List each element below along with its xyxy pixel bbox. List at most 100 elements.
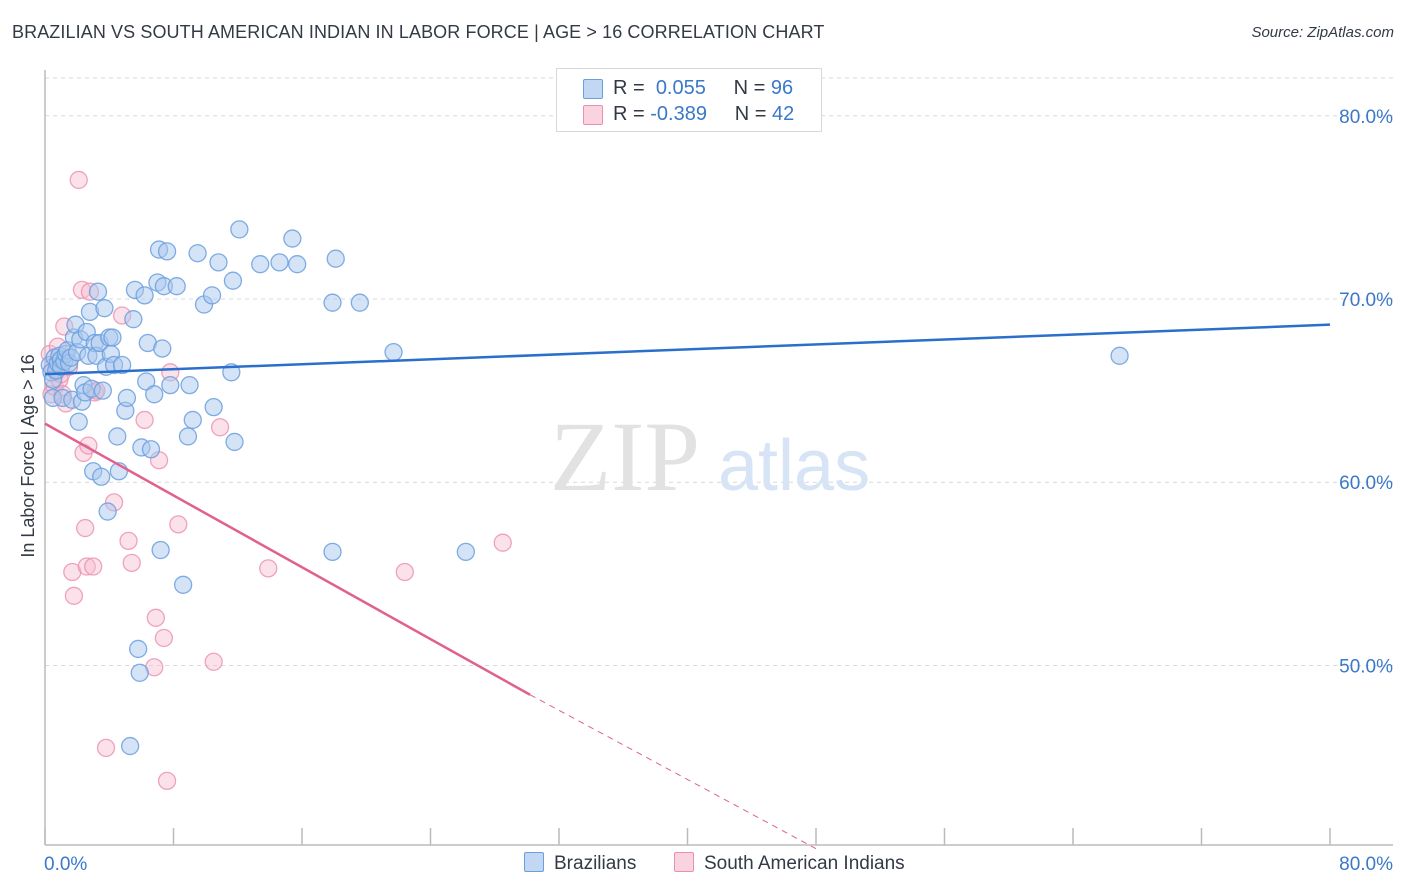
legend-swatch-pink: [583, 105, 603, 125]
data-point-brazilian: [204, 397, 223, 417]
legend-n-label: N =: [734, 103, 767, 125]
data-point-brazilian: [384, 343, 403, 362]
data-point-brazilian: [135, 286, 154, 305]
data-point-south-american-indian: [77, 557, 96, 576]
data-point-brazilian: [88, 282, 108, 301]
data-point-brazilian: [180, 375, 199, 395]
y-tick-label: 80.0%: [1339, 107, 1393, 128]
data-point-brazilian: [225, 432, 244, 452]
data-point-south-american-indian: [64, 586, 84, 605]
trend-lines: [44, 323, 1331, 850]
data-point-brazilian: [112, 355, 132, 375]
bottom-legend-label: South American Indians: [704, 853, 905, 874]
legend-stats-brazilians: R = 0.055 N = 96: [613, 77, 793, 100]
legend-r-value: 0.055: [655, 77, 706, 99]
data-point-south-american-indian: [119, 531, 138, 551]
trendline-south-american-indians: [44, 422, 531, 696]
legend-swatch-blue: [583, 79, 603, 99]
axes: [44, 70, 1393, 846]
legend-r-value: -0.389: [650, 103, 707, 125]
data-point-south-american-indian: [96, 738, 116, 758]
x-tick-label: 80.0%: [1339, 854, 1393, 875]
data-point-brazilian: [98, 502, 117, 521]
data-point-brazilian: [270, 253, 289, 272]
data-point-brazilian: [173, 575, 193, 594]
data-point-brazilian: [130, 663, 149, 682]
data-point-south-american-indian: [493, 533, 512, 552]
data-point-brazilian: [323, 542, 342, 562]
data-point-brazilian: [153, 339, 172, 358]
data-point-south-american-indian: [157, 771, 177, 791]
data-point-brazilian: [326, 249, 345, 268]
y-axis-label: In Labor Force | Age > 16: [18, 354, 38, 557]
trendline-brazilians: [44, 323, 1331, 376]
data-point-south-american-indian: [204, 652, 223, 671]
grid-lines: [45, 77, 1393, 666]
legend-n-label: N =: [733, 77, 766, 99]
data-point-brazilian: [151, 540, 170, 560]
data-point-brazilian: [95, 299, 114, 318]
watermark-atlas: atlas: [718, 426, 870, 506]
data-point-brazilian: [124, 310, 143, 329]
data-point-south-american-indian: [122, 553, 141, 572]
data-point-brazilian: [323, 293, 342, 312]
series-brazilians: [40, 220, 1129, 756]
data-point-brazilian: [283, 229, 302, 248]
data-point-south-american-indian: [154, 628, 174, 648]
bottom-legend-south-american-indians: South American Indians: [674, 852, 905, 875]
data-point-brazilian: [188, 244, 207, 263]
data-point-south-american-indian: [395, 562, 414, 582]
bottom-swatch-pink: [674, 852, 694, 872]
y-tick-label: 70.0%: [1339, 290, 1393, 311]
legend-r-label: R =: [613, 103, 645, 125]
data-point-brazilian: [92, 467, 111, 486]
tick-labels: 50.0% 60.0% 70.0% 80.0% 0.0% 80.0%: [44, 107, 1393, 875]
trendline-south-american-indians-extension: [529, 694, 817, 850]
data-point-brazilian: [223, 271, 243, 290]
data-point-south-american-indian: [146, 608, 165, 627]
data-point-brazilian: [117, 388, 137, 408]
data-point-brazilian: [129, 639, 148, 659]
correlation-legend: R = 0.055 N = 96 R = -0.389 N = 42: [556, 68, 822, 132]
chart-title: BRAZILIAN VS SOUTH AMERICAN INDIAN IN LA…: [12, 22, 825, 42]
data-point-south-american-indian: [210, 418, 230, 437]
data-point-brazilian: [350, 293, 369, 312]
watermark-zip: ZIP: [550, 401, 700, 512]
data-point-brazilian: [183, 410, 202, 430]
data-point-brazilian: [251, 255, 270, 274]
data-point-brazilian: [1110, 346, 1129, 365]
data-point-brazilian: [103, 328, 122, 347]
legend-r-label: R =: [613, 77, 645, 99]
data-point-brazilian: [157, 242, 177, 261]
data-point-brazilian: [120, 736, 140, 756]
data-point-brazilian: [230, 220, 249, 239]
data-point-brazilian: [108, 427, 127, 446]
data-point-brazilian: [161, 375, 180, 395]
data-point-south-american-indian: [84, 557, 103, 576]
data-point-brazilian: [288, 255, 307, 274]
legend-n-value: 96: [770, 77, 794, 99]
source-credit: Source: ZipAtlas.com: [1251, 24, 1394, 41]
y-tick-label: 50.0%: [1339, 656, 1393, 677]
data-point-south-american-indian: [135, 410, 154, 430]
data-point-brazilian: [145, 385, 164, 404]
data-point-south-american-indian: [69, 170, 88, 190]
data-point-brazilian: [209, 253, 228, 272]
legend-stats-south-american-indians: R = -0.389 N = 42: [613, 103, 794, 126]
data-point-brazilian: [178, 427, 198, 446]
y-tick-label: 60.0%: [1339, 473, 1393, 494]
bottom-legend-label: Brazilians: [554, 853, 637, 874]
x-tick-label: 0.0%: [44, 854, 87, 875]
data-point-south-american-indian: [169, 515, 188, 534]
data-point-brazilian: [69, 412, 88, 431]
data-point-brazilian: [141, 440, 161, 459]
data-point-brazilian: [167, 277, 186, 296]
bottom-swatch-blue: [524, 852, 544, 872]
legend-n-value: 42: [772, 103, 795, 125]
data-point-brazilian: [456, 542, 475, 562]
data-point-brazilian: [93, 381, 112, 400]
data-point-south-american-indian: [76, 518, 95, 538]
data-point-brazilian: [202, 286, 222, 305]
data-point-south-american-indian: [259, 559, 278, 578]
